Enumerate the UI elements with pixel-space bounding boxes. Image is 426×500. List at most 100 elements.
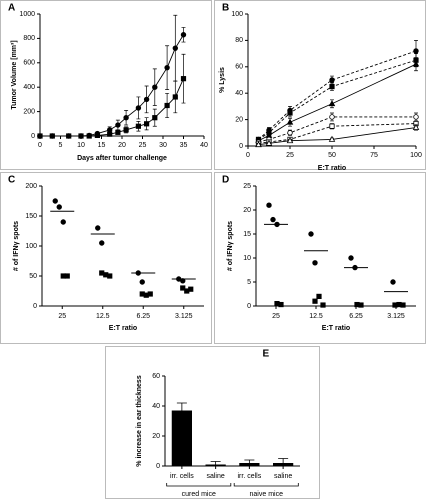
data-point — [147, 291, 153, 297]
x-tick-label: 12.5 — [96, 313, 110, 320]
series-line — [258, 127, 417, 146]
panel-letter: C — [8, 175, 15, 186]
x-tick-label: 6.25 — [349, 313, 363, 320]
data-point — [358, 302, 364, 308]
data-point — [139, 279, 145, 285]
bar — [171, 410, 192, 466]
x-tick-label: 10 — [77, 142, 85, 149]
x-tick-label: 30 — [159, 142, 167, 149]
data-point — [320, 302, 326, 308]
x-tick-label: 25 — [58, 313, 66, 320]
x-axis-label: E:T ratio — [322, 325, 350, 332]
data-point — [172, 45, 178, 51]
x-tick-label: 5 — [59, 142, 63, 149]
y-tick-label: 20 — [152, 433, 160, 440]
data-point — [287, 110, 293, 116]
data-point — [135, 123, 141, 129]
data-point — [180, 76, 187, 82]
data-point — [287, 130, 293, 136]
y-tick-label: 200 — [23, 108, 35, 115]
data-point — [135, 105, 142, 111]
data-point — [49, 133, 55, 139]
panel-frame — [214, 0, 426, 170]
data-point — [94, 132, 100, 138]
data-point — [152, 84, 158, 90]
y-tick-label: 800 — [23, 35, 35, 42]
group-label: cured mice — [182, 491, 216, 498]
y-tick-label: 0 — [31, 133, 35, 140]
x-tick-label: 12.5 — [309, 313, 323, 320]
data-point — [286, 118, 294, 125]
x-tick-label: 20 — [118, 142, 126, 149]
y-tick-label: 200 — [25, 183, 37, 190]
data-point — [106, 127, 113, 133]
data-point — [329, 114, 335, 120]
error-bar — [278, 458, 289, 463]
series-line — [258, 63, 417, 142]
data-point — [188, 286, 194, 292]
data-point — [115, 129, 121, 135]
y-tick-label: 0 — [247, 303, 251, 310]
data-point — [180, 32, 187, 38]
x-tick-label: 3.125 — [175, 313, 193, 320]
data-point — [328, 100, 336, 107]
x-tick-label: irr. cells — [170, 473, 194, 480]
x-tick-label: 25 — [139, 142, 147, 149]
data-point — [180, 285, 186, 291]
data-point — [286, 137, 294, 144]
panel-letter: D — [222, 175, 229, 186]
y-tick-label: 600 — [23, 60, 35, 67]
data-point — [316, 293, 322, 300]
x-tick-label: 15 — [98, 142, 106, 149]
y-axis-label: # of IFNγ spots — [13, 221, 20, 271]
y-tick-label: 40 — [235, 90, 243, 97]
panel-frame — [0, 0, 212, 170]
data-point — [37, 133, 43, 139]
y-tick-label: 0 — [33, 303, 37, 310]
error-bar — [176, 402, 187, 411]
data-point — [266, 202, 272, 208]
data-point — [66, 133, 72, 139]
y-tick-label: 10 — [243, 255, 251, 262]
data-point — [107, 273, 113, 279]
x-tick-label: 50 — [328, 152, 336, 159]
x-tick-label: 35 — [180, 142, 188, 149]
data-point — [412, 123, 420, 130]
data-point — [312, 260, 318, 266]
x-tick-label: 0 — [246, 152, 250, 159]
data-point — [52, 198, 58, 204]
y-tick-label: 100 — [231, 11, 243, 18]
data-point — [413, 48, 419, 54]
panel-frame — [0, 172, 212, 344]
data-point — [413, 114, 419, 120]
y-tick-label: 20 — [243, 207, 251, 214]
y-axis-label: % increase in ear thickness — [136, 375, 143, 467]
data-point — [172, 94, 178, 100]
series-line — [40, 34, 184, 137]
panel-letter: A — [8, 3, 15, 14]
y-tick-label: 0 — [156, 463, 160, 470]
x-tick-label: saline — [206, 473, 224, 480]
x-tick-label: 25 — [286, 152, 294, 159]
series-line — [40, 78, 184, 137]
series-line — [258, 123, 417, 144]
data-point — [390, 279, 396, 285]
data-point — [278, 301, 284, 308]
data-point — [56, 204, 62, 210]
data-point — [308, 231, 314, 237]
data-point — [255, 141, 262, 148]
y-axis-label: Tumor Volume [mm³] — [11, 40, 18, 109]
x-tick-label: irr. cells — [238, 473, 262, 480]
error-bar — [244, 459, 255, 463]
data-point — [64, 273, 70, 279]
panel-letter: B — [222, 3, 229, 14]
group-label: naive mice — [250, 491, 284, 498]
bar — [273, 463, 294, 466]
data-point — [60, 219, 66, 225]
x-axis-label: Days after tumor challenge — [77, 155, 167, 162]
x-axis-label: E:T ratio — [109, 325, 137, 332]
data-point — [412, 60, 420, 67]
data-point — [164, 64, 170, 71]
data-point — [143, 96, 150, 103]
